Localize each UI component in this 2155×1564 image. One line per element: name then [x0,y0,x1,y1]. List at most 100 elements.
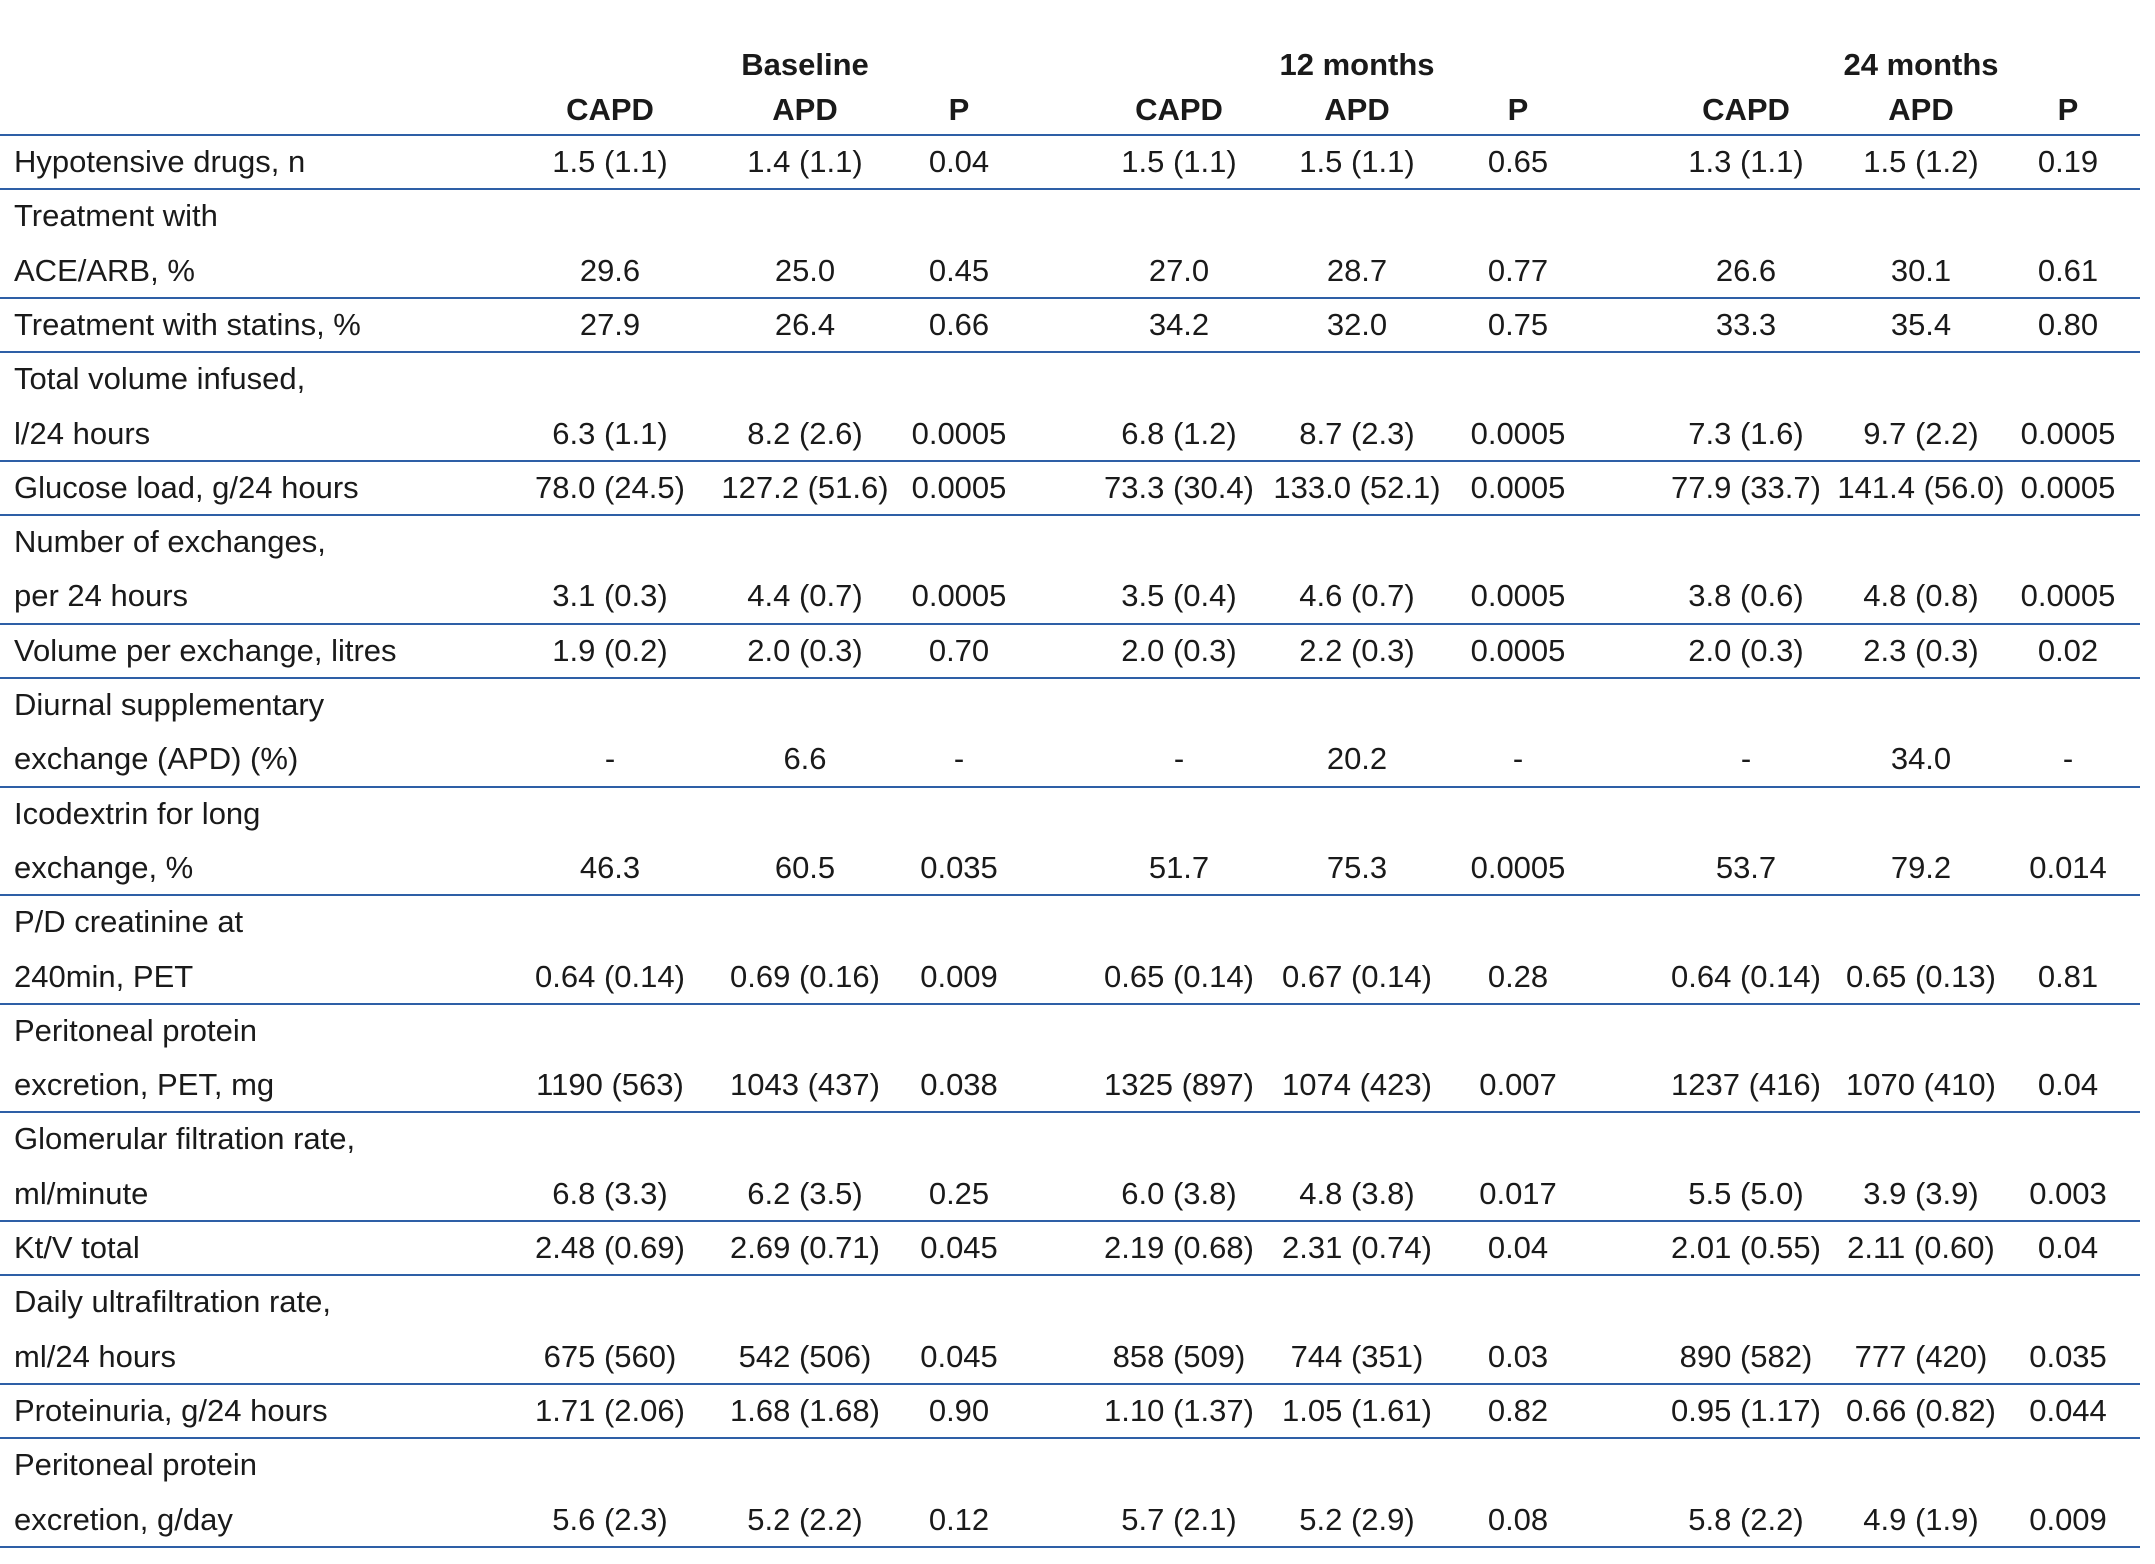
row-label: Treatment with statins, % [14,306,361,342]
cell-value: 2.31 (0.74) [1282,1230,1432,1265]
cell-value: 0.69 (0.16) [730,958,880,994]
cell-value: - [1740,741,1752,777]
cell-value: 0.045 [920,1338,998,1374]
cell-value: 0.038 [920,1067,998,1103]
cell-value: 0.82 [1487,1392,1549,1428]
row-label: ml/24 hours [14,1338,176,1374]
cell-value: 1237 (416) [1671,1067,1821,1103]
cell-value: 1190 (563) [536,1067,684,1103]
cell-value: 1070 (410) [1846,1067,1996,1103]
cell-value: 6.2 (3.5) [747,1175,863,1211]
cell-value: 1.5 (1.1) [1299,144,1415,179]
cell-value: 0.009 [2029,1501,2107,1537]
row-rule [0,188,2140,191]
cell-value: 2.0 (0.3) [747,632,863,668]
cell-value: 4.6 (0.7) [1299,578,1415,614]
row-rule [0,1220,2140,1222]
cell-value: 77.9 (33.7) [1671,469,1821,505]
cell-value: 4.8 (0.8) [1863,578,1979,614]
row-rule [0,1545,2140,1548]
cell-value: 0.009 [920,958,998,994]
cell-value: 0.003 [2029,1175,2107,1211]
cell-value: 5.7 (2.1) [1121,1501,1237,1537]
row-label: Volume per exchange, litres [14,632,397,668]
cell-value: 0.95 (1.17) [1671,1392,1821,1428]
cell-value: 890 (582) [1679,1338,1813,1374]
cell-value: 858 (509) [1112,1338,1246,1374]
column-header: P [2057,92,2079,127]
row-label: Icodextrin for long [14,795,261,831]
row-label: exchange, % [14,849,194,885]
cell-value: 75.3 [1326,849,1388,885]
cell-value: 0.25 [928,1175,990,1211]
cell-value: 0.75 [1487,306,1549,342]
cell-value: 2.0 (0.3) [1121,632,1237,668]
cell-value: 1.5 (1.2) [1863,144,1979,179]
row-label: Glomerular filtration rate, [14,1121,356,1157]
cell-value: 26.6 [1715,252,1777,288]
cell-value: 2.69 (0.71) [730,1230,880,1265]
cell-value: 4.8 (3.8) [1299,1175,1415,1211]
cell-value: 0.0005 [911,469,1007,505]
row-label: Proteinuria, g/24 hours [14,1392,328,1428]
header-rule [0,134,2140,136]
cell-value: 0.77 [1487,252,1549,288]
cell-value: 0.044 [2029,1392,2107,1428]
cell-value: 0.014 [2029,849,2107,885]
cell-value: 0.65 (0.14) [1104,958,1254,994]
row-rule [0,785,2140,788]
cell-value: 0.70 [928,632,990,668]
cell-value: 3.9 (3.9) [1863,1175,1979,1211]
cell-value: 0.045 [920,1230,998,1265]
cell-value: 0.0005 [2020,578,2116,614]
cell-value: 0.0005 [911,415,1007,451]
cell-value: 35.4 [1890,306,1952,342]
column-header: CAPD [1135,92,1223,127]
cell-value: 73.3 (30.4) [1104,469,1254,505]
cell-value: 0.0005 [2020,415,2116,451]
cell-value: 0.02 [2037,632,2099,668]
cell-value: 1043 (437) [730,1067,880,1103]
cell-value: 0.0005 [1470,415,1566,451]
cell-value: 3.8 (0.6) [1688,578,1804,614]
cell-value: 79.2 [1890,849,1952,885]
cell-value: 53.7 [1715,849,1777,885]
cell-value: 2.0 (0.3) [1688,632,1804,668]
row-label: excretion, PET, mg [14,1067,275,1103]
cell-value: 28.7 [1326,252,1388,288]
cell-value: 0.007 [1479,1067,1557,1103]
cell-value: 9.7 (2.2) [1863,415,1979,451]
row-label: Glucose load, g/24 hours [14,469,359,505]
cell-value: 32.0 [1326,306,1388,342]
row-rule [0,514,2140,517]
cell-value: 0.64 (0.14) [1671,958,1821,994]
cell-value: 0.04 [2037,1230,2099,1265]
cell-value: 2.11 (0.60) [1847,1230,1995,1265]
cell-value: 7.3 (1.6) [1688,415,1804,451]
cell-value: 5.8 (2.2) [1688,1501,1804,1537]
cell-value: 0.19 [2037,144,2099,179]
cell-value: 5.5 (5.0) [1688,1175,1804,1211]
group-header: 12 months [1279,47,1435,82]
column-header: P [1507,92,1529,127]
cell-value: 0.035 [2029,1338,2107,1374]
column-header: CAPD [566,92,654,127]
column-header: APD [1324,92,1390,127]
cell-value: 0.08 [1487,1501,1549,1537]
cell-value: 34.2 [1148,306,1210,342]
cell-value: 1.68 (1.68) [730,1392,880,1428]
cell-value: 2.01 (0.55) [1671,1230,1821,1265]
group-header: 24 months [1843,47,1999,82]
cell-value: 51.7 [1148,849,1210,885]
cell-value: 777 (420) [1854,1338,1988,1374]
row-label: P/D creatinine at [14,904,244,940]
cell-value: 0.0005 [911,578,1007,614]
row-rule [0,1437,2140,1440]
row-label: Kt/V total [14,1230,140,1265]
cell-value: 6.6 [783,741,827,777]
cell-value: 3.5 (0.4) [1121,578,1237,614]
cell-value: - [604,741,616,777]
cell-value: 0.66 [928,306,990,342]
group-header: Baseline [741,47,869,82]
